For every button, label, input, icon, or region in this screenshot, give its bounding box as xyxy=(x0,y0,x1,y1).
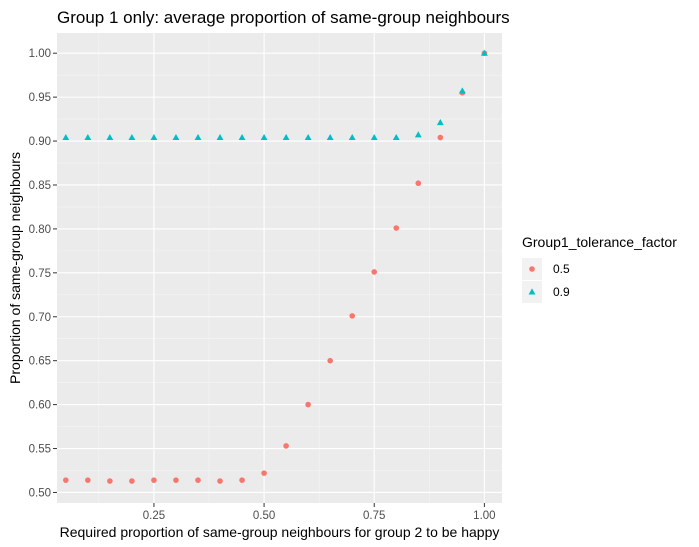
y-tick-label: 0.70 xyxy=(29,312,51,324)
data-point-0-9 xyxy=(326,133,334,141)
x-tick-label: 1.00 xyxy=(473,510,495,522)
legend-label: 0.9 xyxy=(553,285,570,299)
plot-panel xyxy=(57,33,502,503)
y-axis-ticks: 0.50 0.55 0.60 0.65 0.70 0.75 0.80 0.85 0.90 0.95… xyxy=(29,48,57,499)
data-point-0-5 xyxy=(393,225,400,231)
data-points xyxy=(62,49,488,484)
data-point-0-5 xyxy=(305,401,311,408)
data-point-0-9 xyxy=(106,133,114,141)
data-point-0-9 xyxy=(194,133,202,141)
data-point-0-5 xyxy=(349,313,355,319)
x-tick-label: 0.50 xyxy=(253,510,275,522)
data-point-0-5 xyxy=(261,470,267,476)
y-tick-label: 0.75 xyxy=(29,268,51,280)
data-point-0-5 xyxy=(129,478,135,484)
data-point-0-9 xyxy=(238,133,246,141)
data-point-0-5 xyxy=(437,134,444,141)
data-point-0-9 xyxy=(370,133,378,141)
data-point-0-9 xyxy=(128,133,136,141)
data-point-0-5 xyxy=(283,443,289,449)
data-point-0-5 xyxy=(151,477,157,483)
data-point-0-5 xyxy=(85,477,91,483)
data-point-0-5 xyxy=(107,478,113,484)
data-point-0-9 xyxy=(348,133,356,141)
data-point-0-9 xyxy=(304,133,312,141)
y-tick-label: 0.65 xyxy=(29,356,51,368)
legend-key-0-5 xyxy=(529,266,535,272)
y-tick-label: 0.55 xyxy=(29,444,51,456)
x-axis-ticks: 0.25 0.50 0.75 1.00 xyxy=(143,503,496,522)
data-point-0-5 xyxy=(63,477,69,483)
data-point-0-9 xyxy=(84,133,92,141)
data-point-0-9 xyxy=(414,131,422,138)
y-tick-label: 0.50 xyxy=(29,487,51,499)
gridlines xyxy=(57,33,502,503)
data-point-0-5 xyxy=(371,269,378,275)
y-tick-label: 0.60 xyxy=(29,400,51,412)
data-point-0-5 xyxy=(239,477,245,483)
data-point-0-5 xyxy=(173,477,179,483)
y-tick-label: 1.00 xyxy=(29,48,51,60)
data-point-0-9 xyxy=(216,133,224,141)
data-point-0-9 xyxy=(150,133,158,141)
y-axis-title: Proportion of same-group neighbours xyxy=(7,152,23,384)
data-point-0-9 xyxy=(260,133,268,141)
data-point-0-9 xyxy=(62,133,70,141)
x-tick-label: 0.25 xyxy=(143,510,165,522)
y-tick-label: 0.90 xyxy=(29,136,51,148)
data-point-0-9 xyxy=(436,119,444,126)
data-point-0-9 xyxy=(480,49,488,56)
data-point-0-9 xyxy=(458,87,466,94)
data-point-0-9 xyxy=(392,133,400,141)
x-tick-label: 0.75 xyxy=(363,510,385,522)
y-tick-label: 0.95 xyxy=(29,92,51,104)
data-point-0-5 xyxy=(195,477,201,483)
chart-title: Group 1 only: average proportion of same… xyxy=(57,8,510,27)
y-tick-label: 0.80 xyxy=(29,224,51,236)
data-point-0-9 xyxy=(282,133,290,141)
data-point-0-5 xyxy=(415,180,422,187)
y-tick-label: 0.85 xyxy=(29,180,51,192)
legend-key-0-9 xyxy=(528,288,536,295)
x-axis-title: Required proportion of same-group neighb… xyxy=(60,524,500,540)
legend-label: 0.5 xyxy=(553,262,570,276)
data-point-0-9 xyxy=(172,133,180,141)
data-point-0-5 xyxy=(327,357,333,364)
legend-title: Group1_tolerance_factor xyxy=(522,234,677,250)
legend: Group1_tolerance_factor 0.5 0.9 xyxy=(522,234,677,303)
data-point-0-5 xyxy=(217,478,223,484)
